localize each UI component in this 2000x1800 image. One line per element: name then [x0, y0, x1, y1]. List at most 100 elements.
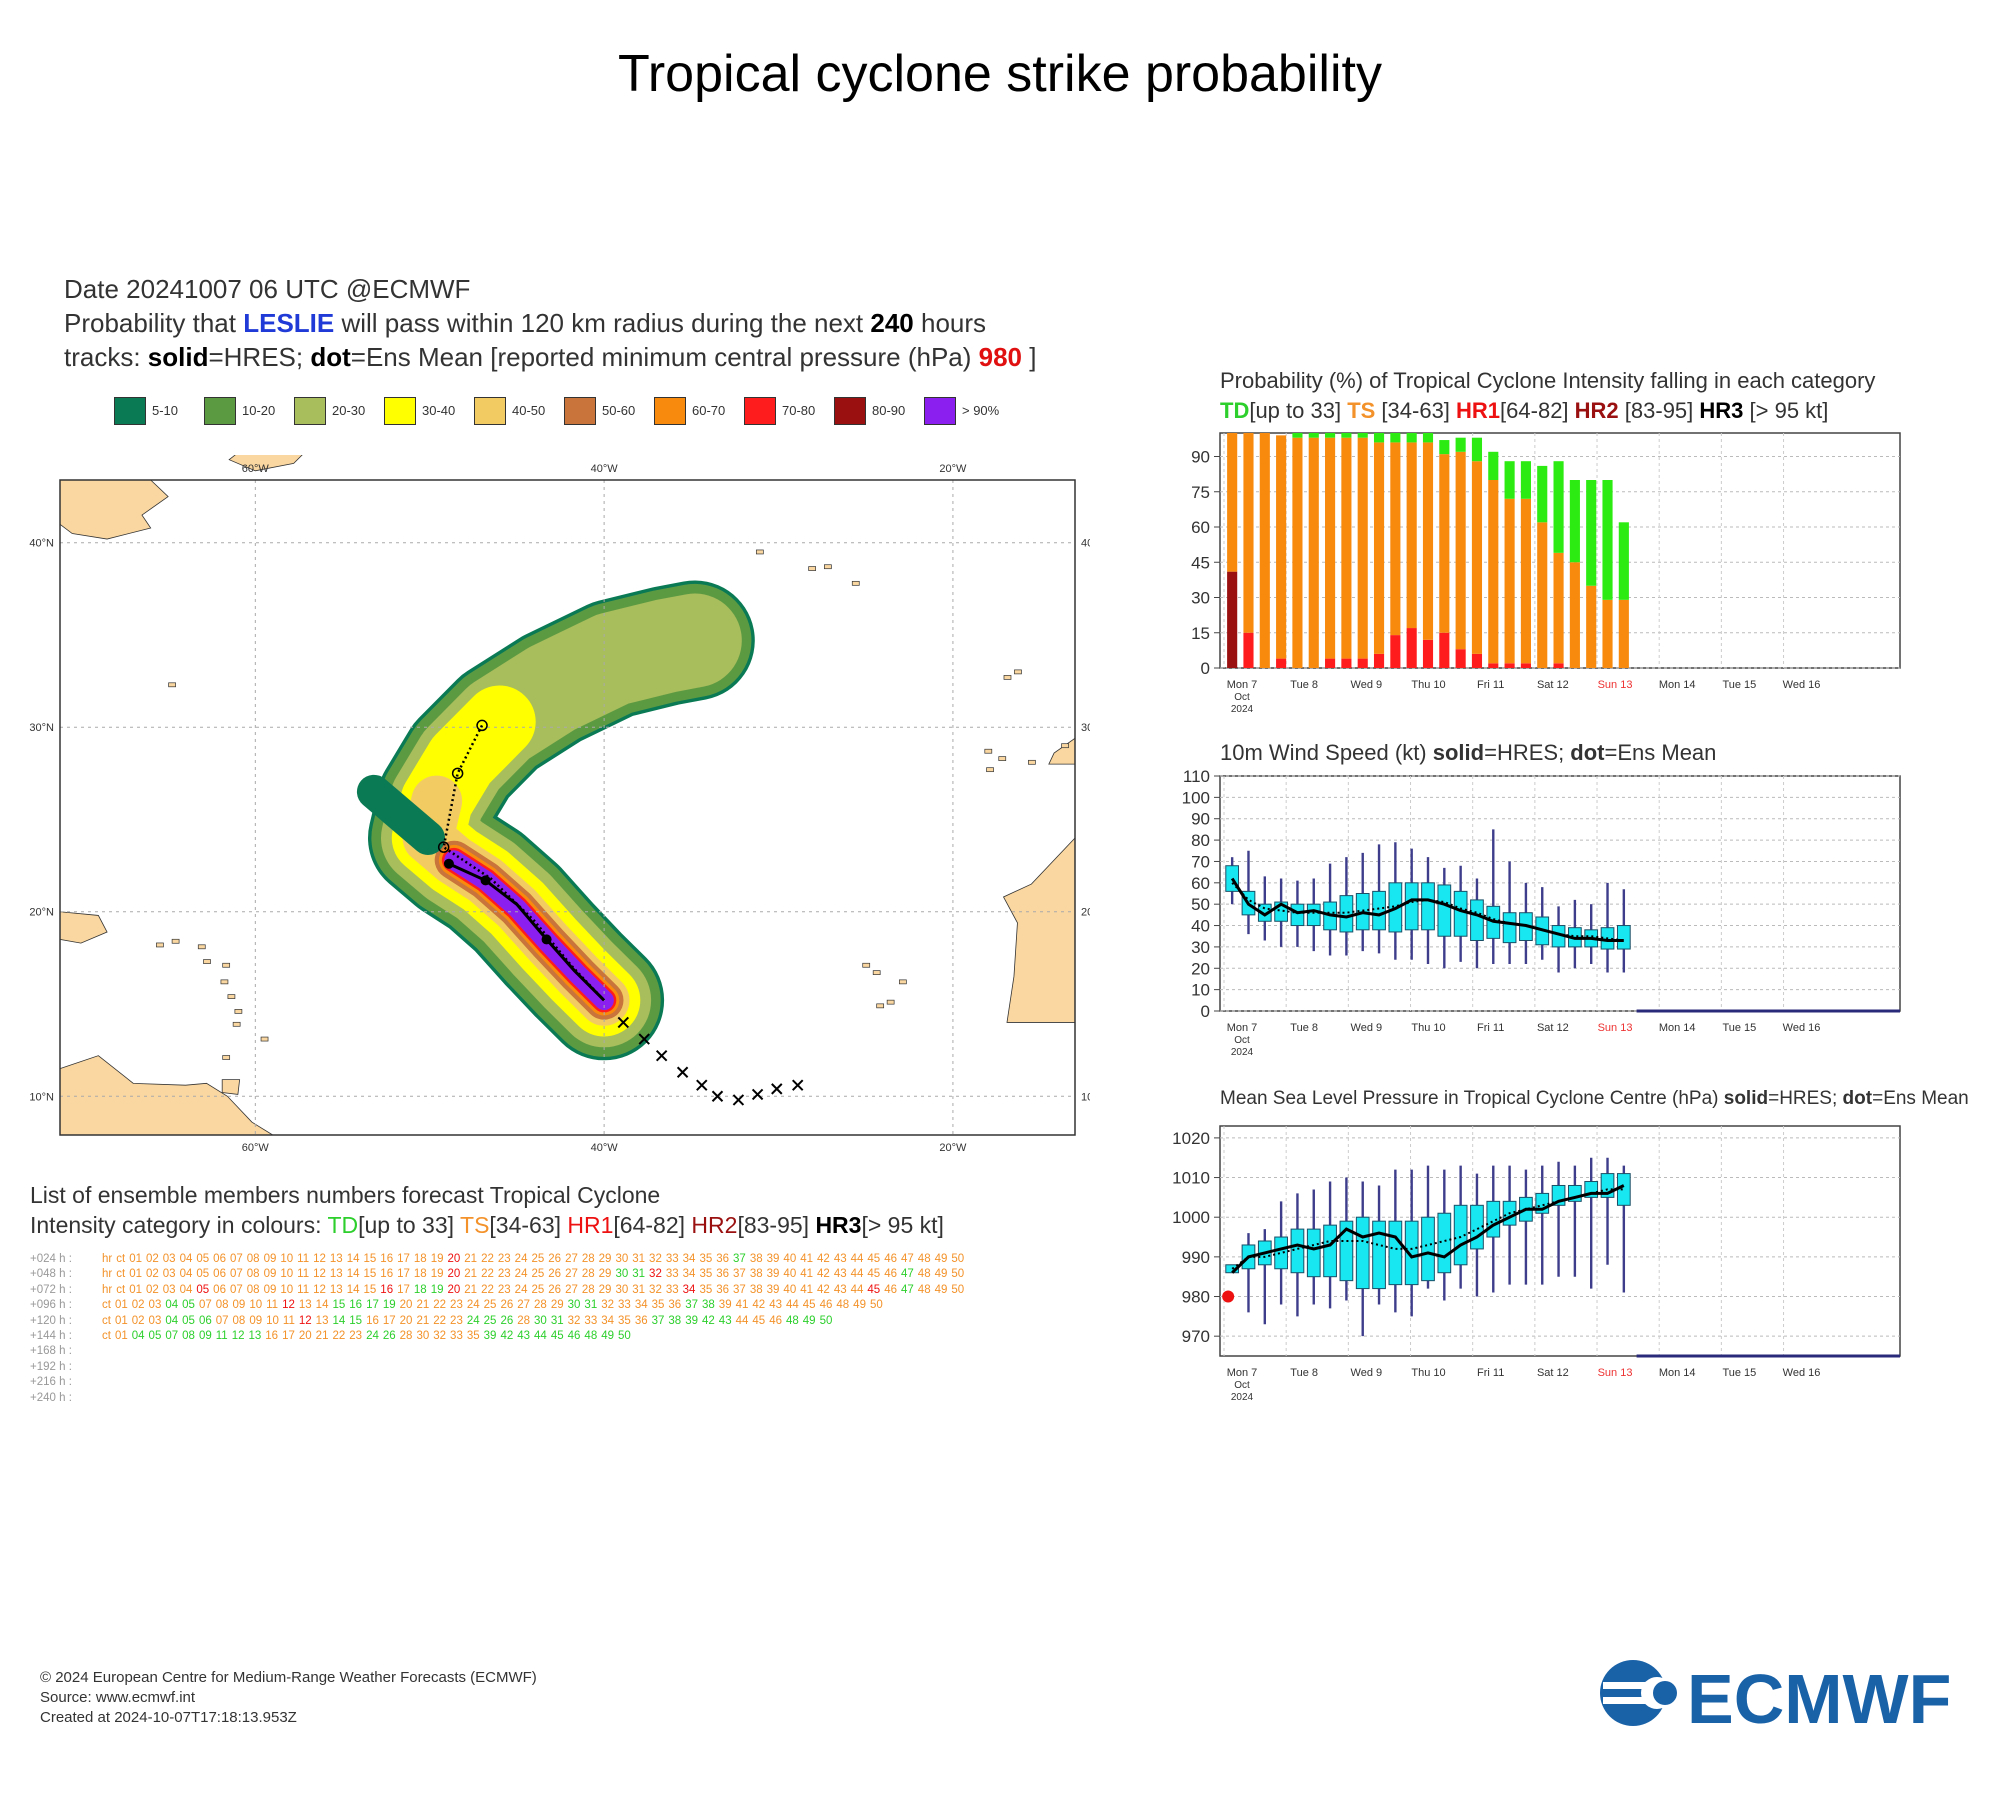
ens-mean-line	[1231, 882, 1624, 942]
bar-segment	[1422, 442, 1434, 640]
ensemble-member: 46	[884, 1253, 897, 1265]
hres-track	[448, 862, 606, 1002]
island	[1028, 759, 1036, 765]
ensemble-member: 09	[249, 1314, 263, 1327]
ensemble-member: 40	[783, 1268, 797, 1281]
past-track-marker	[711, 1090, 724, 1102]
bar-segment	[1455, 451, 1466, 650]
panel1-title-line1: Probability (%) of Tropical Cyclone Inte…	[1220, 368, 1876, 393]
cat-ts: TS	[460, 1212, 490, 1238]
ensemble-member: 22	[481, 1253, 494, 1265]
wind-speed-chart: 0 10 20 30 40 50 60 70 80 90 100 110 Mon 7 Tue 8 Wed 9…	[1182, 768, 1901, 1058]
past-track-marker	[791, 1079, 804, 1091]
ensemble-lead-time: +168 h :	[30, 1345, 72, 1358]
ensemble-member: 01	[129, 1268, 142, 1281]
land-mass	[228, 455, 303, 472]
x-day-label: Wed 16	[1783, 679, 1821, 691]
ensemble-member: 40	[783, 1253, 797, 1265]
bar-segment	[1422, 433, 1434, 443]
ensemble-member: 42	[752, 1299, 766, 1312]
past-track-marker	[732, 1094, 745, 1106]
y-tick-label: 100	[1182, 788, 1210, 807]
ensemble-member-table: +024 h : hr ct 01 02 03 04 05 06 07 08 09…	[30, 1252, 968, 1406]
ensemble-member: 18	[413, 1253, 427, 1265]
ensemble-row: +120 h : ct 01 02 03 04 05 06 07 08 09 10…	[30, 1314, 968, 1329]
ensemble-member: 37	[733, 1268, 746, 1281]
ensemble-member: 03	[162, 1283, 176, 1296]
x-day-label: Sun 13	[1598, 1367, 1633, 1379]
bar-segment	[1357, 658, 1368, 668]
ensemble-member: 44	[735, 1314, 749, 1327]
ensemble-member: 26	[548, 1253, 562, 1265]
y-tick-label: 60	[1191, 874, 1210, 893]
title-dot: dot	[1570, 740, 1605, 765]
title-text: =HRES;	[1484, 740, 1571, 765]
ensemble-member: 41	[800, 1283, 814, 1296]
island	[984, 748, 993, 754]
ensemble-member: 16	[380, 1268, 394, 1281]
x-day-label: Tue 8	[1290, 1022, 1318, 1034]
ensemble-member: 17	[282, 1330, 295, 1343]
cat-hr1: HR1	[567, 1212, 614, 1238]
ensemble-member: 37	[733, 1253, 746, 1265]
ensemble-member: 19	[430, 1268, 444, 1281]
iqr-box	[1502, 912, 1517, 944]
ensemble-member: 04	[179, 1253, 193, 1265]
ensemble-member: 01	[114, 1299, 128, 1312]
ensemble-member: 02	[145, 1253, 159, 1265]
ensemble-member: 48	[836, 1299, 850, 1312]
ensemble-row: +048 h : hr ct 01 02 03 04 05 06 07 08 09…	[30, 1267, 968, 1282]
ensemble-member: 04	[165, 1299, 179, 1312]
ensemble-row: +024 h : hr ct 01 02 03 04 05 06 07 08 09…	[30, 1252, 968, 1267]
ensemble-lead-time: +072 h :	[30, 1283, 72, 1296]
y-tick-label: 30	[1191, 938, 1210, 957]
ensemble-member: 15	[363, 1268, 377, 1281]
iqr-box	[1486, 1200, 1501, 1238]
iqr-box	[1290, 903, 1305, 927]
bar-segment	[1618, 522, 1629, 600]
ensemble-member: 50	[951, 1253, 965, 1265]
header-solid-word: solid	[147, 342, 209, 372]
iqr-box	[1470, 1204, 1484, 1250]
ensemble-member: 13	[248, 1330, 262, 1343]
ensemble-member: 49	[934, 1268, 948, 1281]
header-text: =Ens Mean [reported minimum central pres…	[350, 342, 979, 372]
bar-segment	[1406, 628, 1417, 668]
ensemble-member: 23	[349, 1330, 363, 1343]
y-tick-label: 0	[1201, 659, 1210, 678]
bar-segment	[1390, 635, 1401, 668]
ensemble-member: 01	[129, 1283, 142, 1296]
y-tick-label: 0	[1201, 1002, 1210, 1021]
land-mass	[59, 479, 169, 540]
ensemble-member: 25	[483, 1314, 497, 1327]
island	[986, 767, 994, 773]
iqr-box	[1306, 903, 1321, 927]
ensemble-member: 17	[397, 1283, 410, 1296]
past-track-marker	[771, 1083, 783, 1095]
ensemble-member: 30	[615, 1253, 629, 1265]
past-track-marker	[638, 1033, 650, 1045]
island	[222, 1055, 231, 1060]
ensemble-member: 05	[182, 1299, 195, 1312]
legend-swatch	[564, 397, 596, 425]
ensemble-member: 16	[380, 1253, 394, 1265]
ensemble-member: 24	[466, 1314, 480, 1327]
island	[168, 682, 176, 688]
ensemble-member: 08	[215, 1299, 229, 1312]
y-tick-label: 980	[1182, 1288, 1210, 1307]
bar-segment	[1276, 658, 1287, 668]
y-tick-label: 30	[1191, 589, 1210, 608]
ensemble-member: 10	[280, 1253, 294, 1265]
bar-segment	[1422, 639, 1434, 668]
lon-label: 60°W	[242, 1142, 270, 1154]
ensemble-member: 16	[265, 1330, 279, 1343]
ensemble-member: 46	[567, 1330, 581, 1343]
ensemble-member: 31	[584, 1299, 598, 1312]
bar-segment	[1504, 663, 1515, 668]
forecast-hours: 240	[870, 308, 914, 338]
ensemble-member: 46	[884, 1283, 897, 1296]
bar-segment	[1569, 480, 1580, 563]
bar-segment	[1618, 599, 1629, 668]
bar-segment	[1537, 522, 1548, 668]
ensemble-member: 23	[497, 1253, 511, 1265]
